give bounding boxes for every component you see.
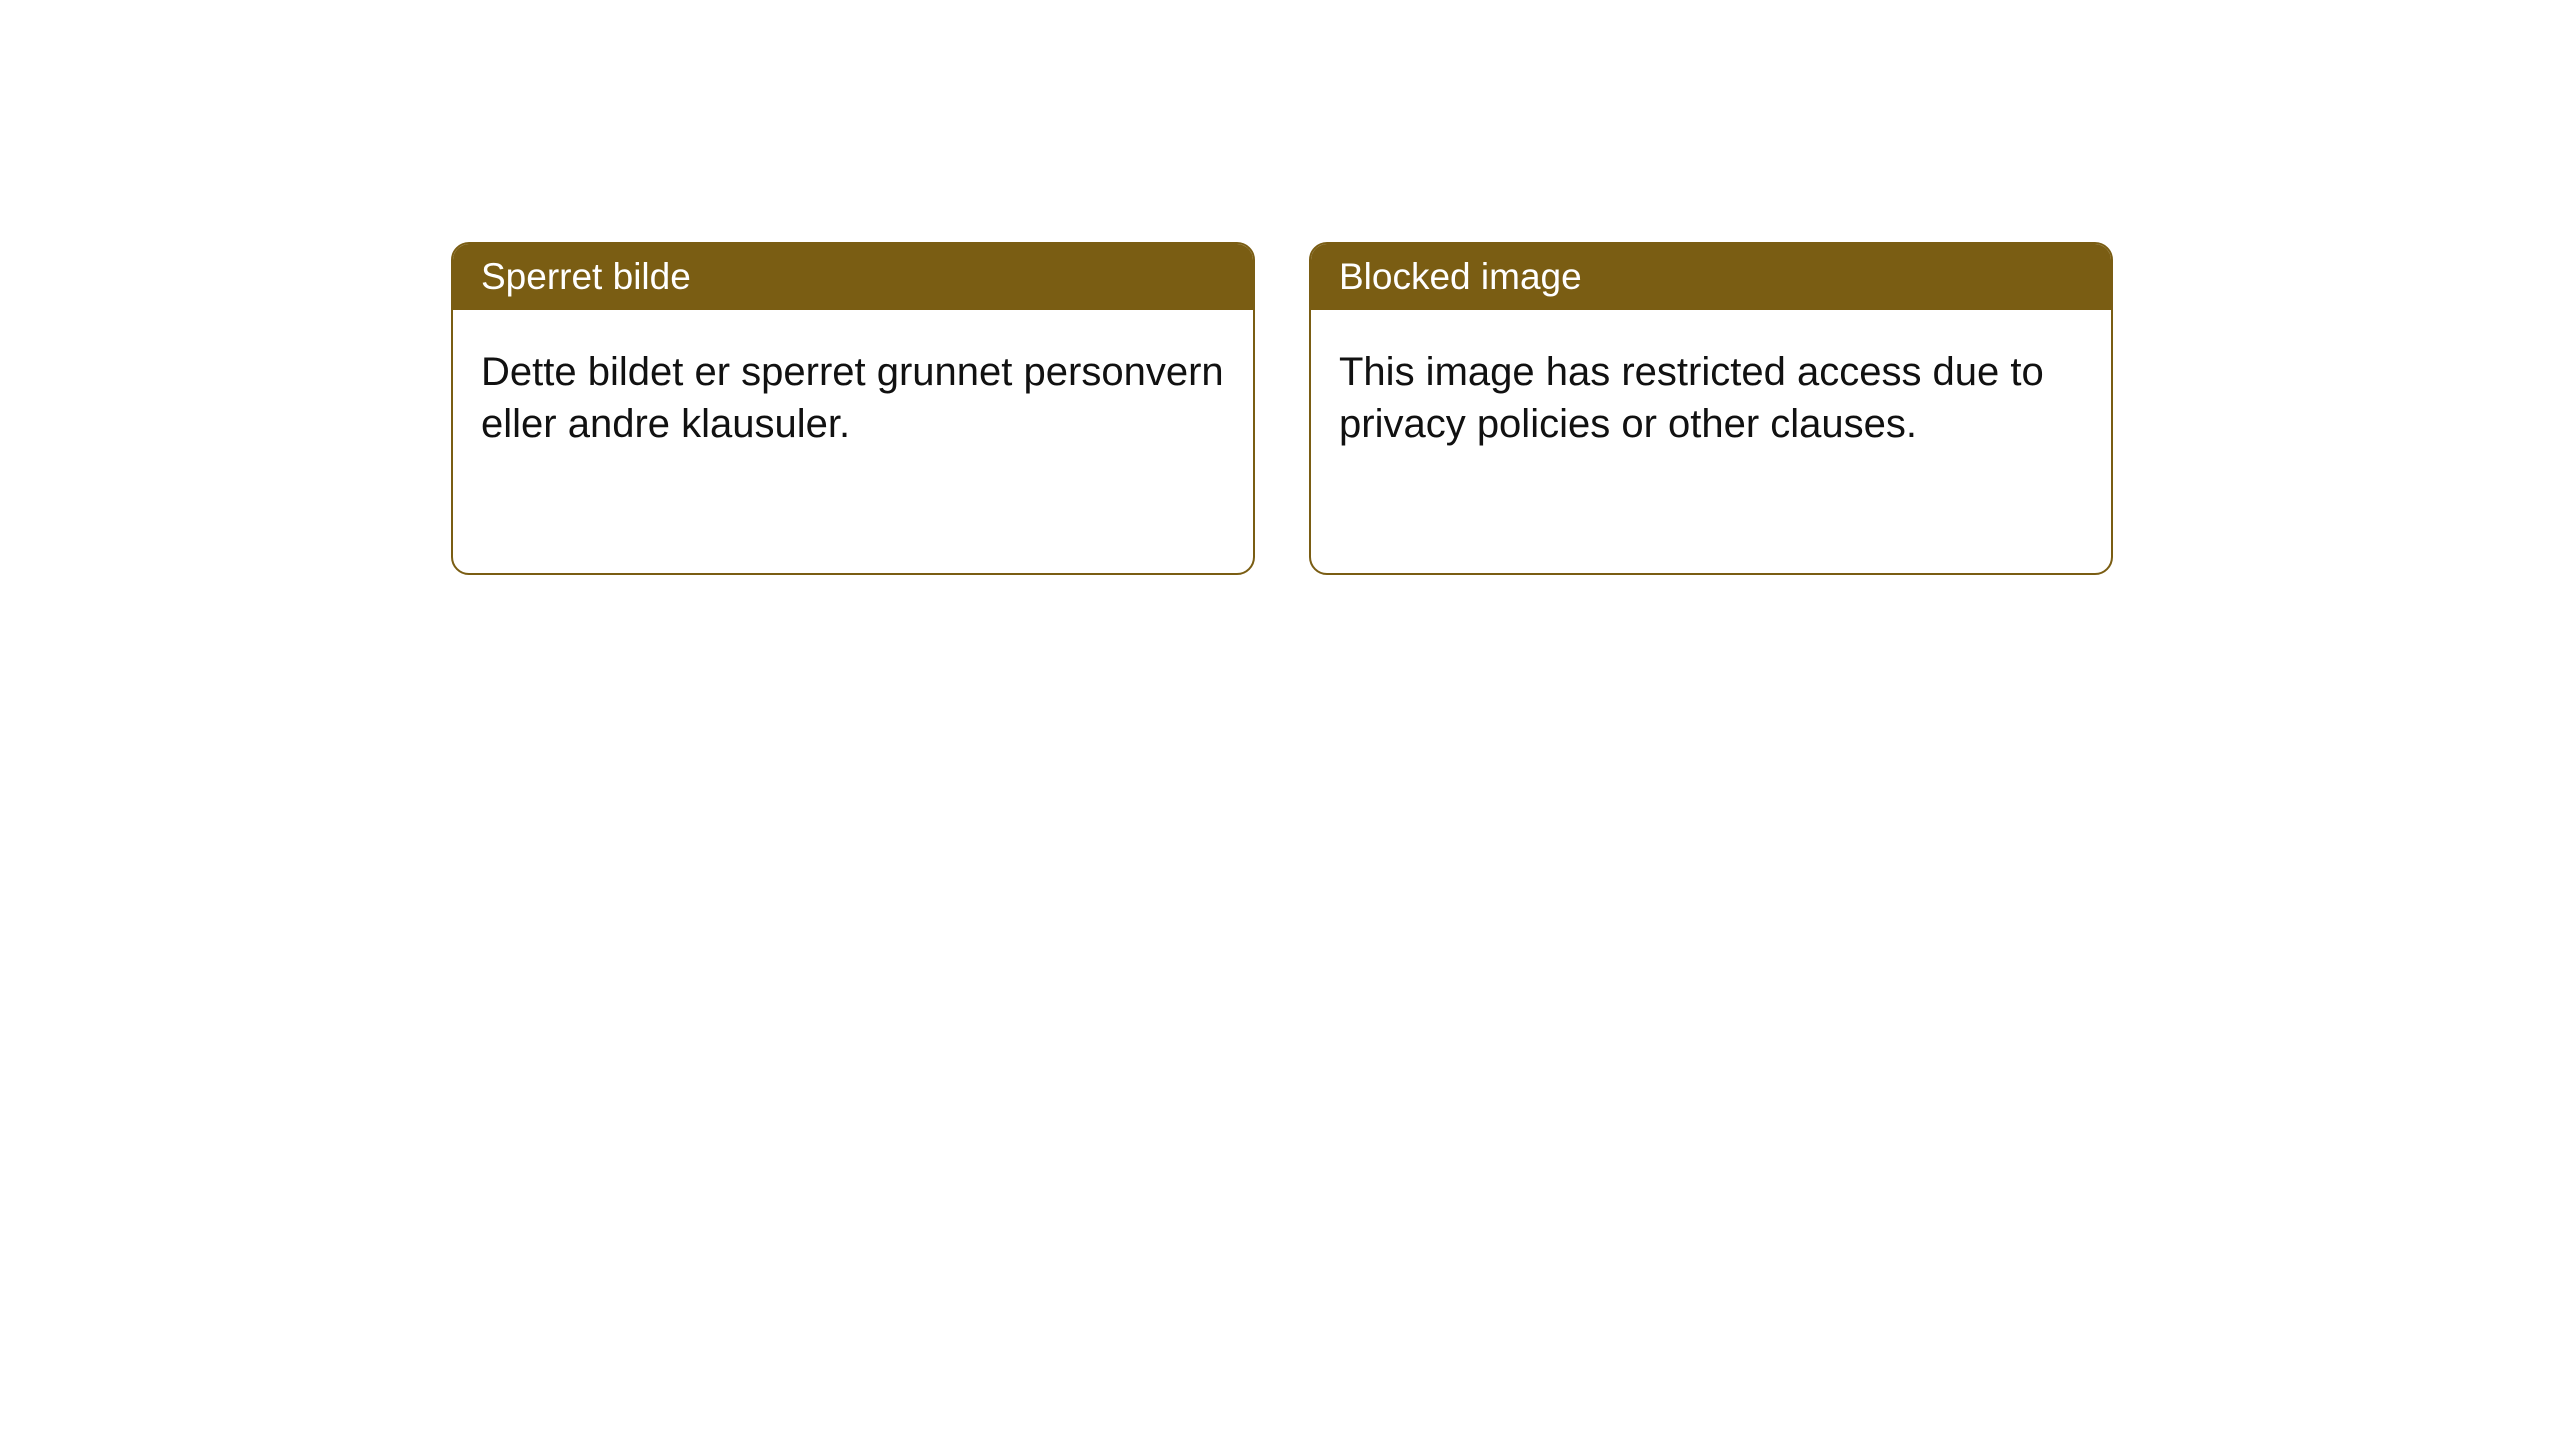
card-title: Blocked image	[1339, 256, 1582, 297]
card-body: Dette bildet er sperret grunnet personve…	[453, 310, 1253, 486]
card-header: Blocked image	[1311, 244, 2111, 310]
blocked-image-card-no: Sperret bilde Dette bildet er sperret gr…	[451, 242, 1255, 575]
blocked-image-card-en: Blocked image This image has restricted …	[1309, 242, 2113, 575]
card-body: This image has restricted access due to …	[1311, 310, 2111, 486]
card-text: Dette bildet er sperret grunnet personve…	[481, 350, 1224, 446]
card-container: Sperret bilde Dette bildet er sperret gr…	[0, 0, 2560, 575]
card-title: Sperret bilde	[481, 256, 691, 297]
card-text: This image has restricted access due to …	[1339, 350, 2044, 446]
card-header: Sperret bilde	[453, 244, 1253, 310]
